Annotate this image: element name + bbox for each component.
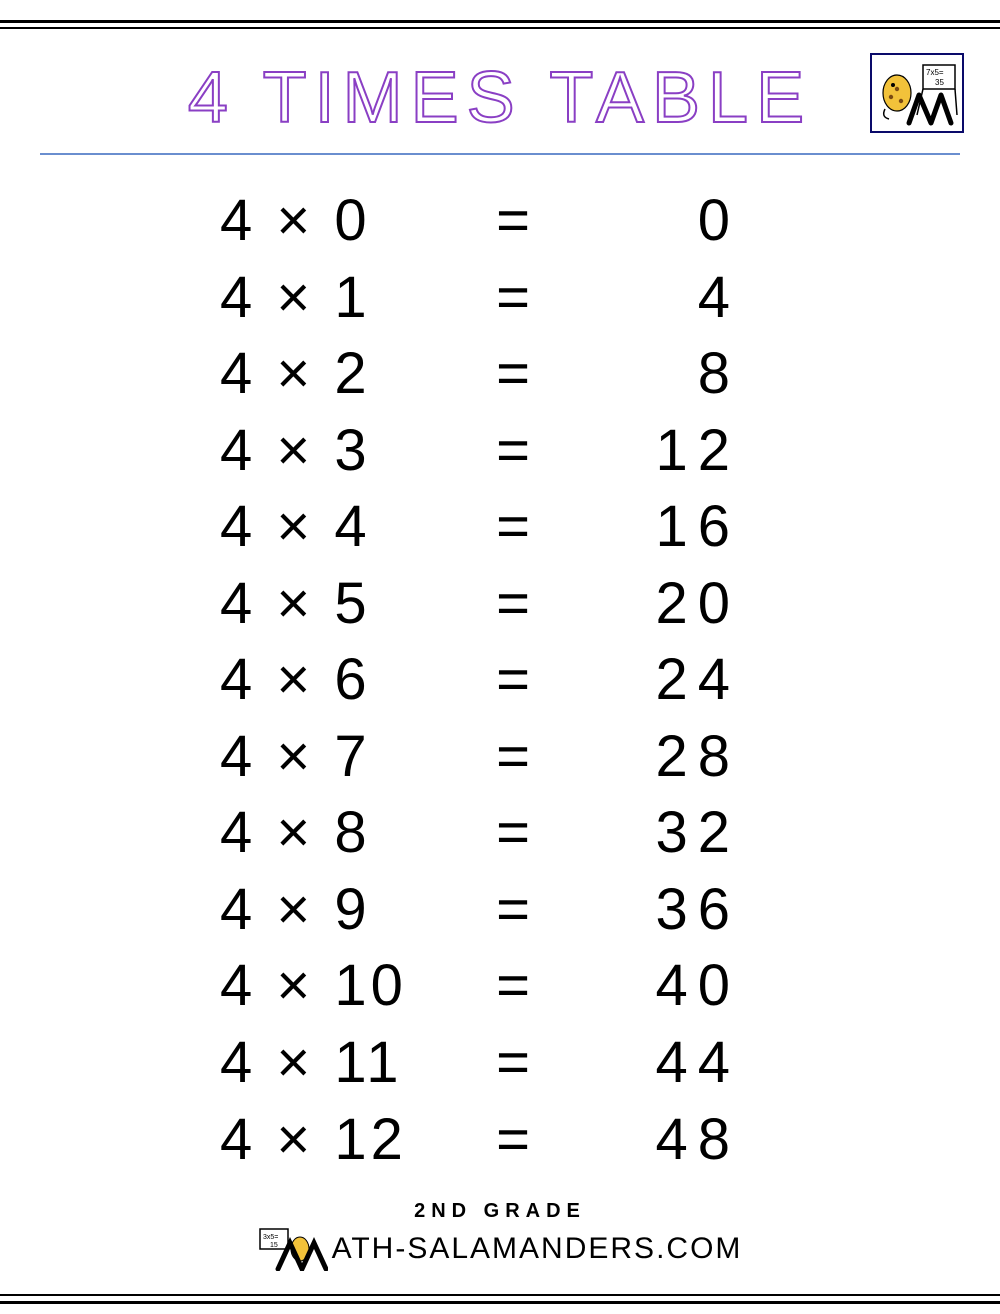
row-expression: 4 × 7 (220, 719, 470, 796)
table-row: 4 × 12=48 (220, 1102, 780, 1179)
equals-sign: = (470, 1102, 560, 1179)
table-row: 4 × 3=12 (220, 413, 780, 490)
bottom-rule-thick (0, 1301, 1000, 1304)
equals-sign: = (470, 872, 560, 949)
table-row: 4 × 5=20 (220, 566, 780, 643)
top-rule (0, 20, 1000, 29)
footer-brand-text: ATH-SALAMANDERS.COM (332, 1232, 743, 1266)
row-result: 8 (560, 336, 740, 413)
equals-sign: = (470, 642, 560, 719)
row-expression: 4 × 0 (220, 183, 470, 260)
table-row: 4 × 7=28 (220, 719, 780, 796)
table-row: 4 × 0=0 (220, 183, 780, 260)
equals-sign: = (470, 260, 560, 337)
row-expression: 4 × 11 (220, 1025, 470, 1102)
footer-brand: 3x5= 15 ATH-SALAMANDERS.COM (258, 1227, 743, 1271)
row-result: 28 (560, 719, 740, 796)
equals-sign: = (470, 948, 560, 1025)
mini-board-line1: 3x5= (263, 1234, 278, 1241)
footer-grade: 2ND GRADE (0, 1200, 1000, 1223)
row-result: 0 (560, 183, 740, 260)
table-row: 4 × 2=8 (220, 336, 780, 413)
row-result: 24 (560, 642, 740, 719)
equals-sign: = (470, 795, 560, 872)
row-expression: 4 × 6 (220, 642, 470, 719)
table-row: 4 × 9=36 (220, 872, 780, 949)
times-table: 4 × 0=04 × 1=44 × 2=84 × 3=124 × 4=164 ×… (220, 183, 780, 1178)
brand-logo: 7x5= 35 (870, 53, 964, 133)
equals-sign: = (470, 413, 560, 490)
equals-sign: = (470, 719, 560, 796)
logo-board-line1: 7x5= (926, 68, 944, 77)
salamander-logo-icon: 7x5= 35 (875, 59, 959, 127)
equals-sign: = (470, 489, 560, 566)
row-expression: 4 × 10 (220, 948, 470, 1025)
row-result: 12 (560, 413, 740, 490)
row-result: 48 (560, 1102, 740, 1179)
equals-sign: = (470, 336, 560, 413)
table-row: 4 × 4=16 (220, 489, 780, 566)
row-result: 40 (560, 948, 740, 1025)
equals-sign: = (470, 566, 560, 643)
row-result: 44 (560, 1025, 740, 1102)
table-row: 4 × 10=40 (220, 948, 780, 1025)
logo-board-line2: 35 (935, 78, 944, 87)
equals-sign: = (470, 1025, 560, 1102)
mini-board-line2: 15 (270, 1242, 278, 1249)
row-result: 32 (560, 795, 740, 872)
row-expression: 4 × 3 (220, 413, 470, 490)
row-result: 16 (560, 489, 740, 566)
row-expression: 4 × 4 (220, 489, 470, 566)
table-row: 4 × 11=44 (220, 1025, 780, 1102)
row-result: 20 (560, 566, 740, 643)
bottom-rule-thin (0, 1294, 1000, 1296)
row-result: 4 (560, 260, 740, 337)
row-expression: 4 × 5 (220, 566, 470, 643)
table-row: 4 × 8=32 (220, 795, 780, 872)
header: 4 TIMES TABLE 7x5= 35 (0, 29, 1000, 139)
footer: 2ND GRADE 3x5= 15 ATH-SALAMANDERS.COM (0, 1200, 1000, 1276)
row-result: 36 (560, 872, 740, 949)
row-expression: 4 × 9 (220, 872, 470, 949)
title-underline (40, 153, 960, 155)
table-row: 4 × 1=4 (220, 260, 780, 337)
row-expression: 4 × 8 (220, 795, 470, 872)
footer-logo-icon: 3x5= 15 (258, 1227, 328, 1271)
equals-sign: = (470, 183, 560, 260)
row-expression: 4 × 2 (220, 336, 470, 413)
page-title: 4 TIMES TABLE (40, 57, 960, 139)
row-expression: 4 × 1 (220, 260, 470, 337)
table-row: 4 × 6=24 (220, 642, 780, 719)
row-expression: 4 × 12 (220, 1102, 470, 1179)
